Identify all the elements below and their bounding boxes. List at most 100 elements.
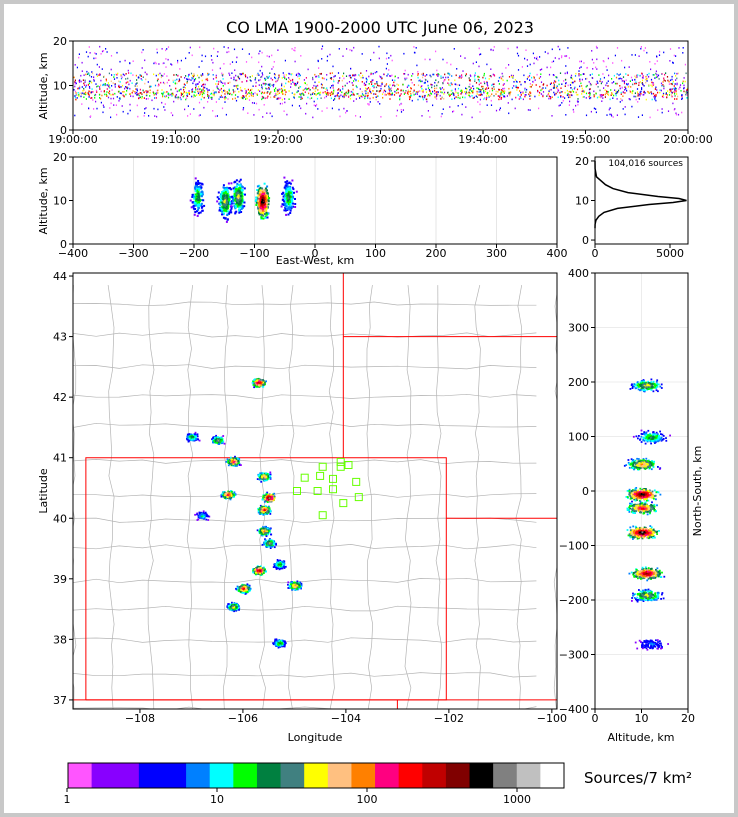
source-point bbox=[320, 72, 322, 75]
source-point bbox=[662, 81, 664, 83]
source-point bbox=[211, 96, 213, 99]
source-point bbox=[114, 83, 116, 85]
source-point bbox=[561, 83, 563, 85]
source-point bbox=[473, 96, 475, 99]
source-point bbox=[670, 90, 672, 92]
source-point bbox=[121, 76, 123, 79]
source-point bbox=[102, 83, 104, 86]
source-point bbox=[145, 98, 147, 100]
source-point bbox=[651, 92, 653, 95]
source-point bbox=[579, 78, 581, 81]
source-point bbox=[683, 90, 685, 93]
source-point bbox=[326, 59, 328, 62]
source-point bbox=[671, 78, 673, 81]
source-point bbox=[391, 94, 393, 96]
source-point bbox=[84, 81, 86, 83]
source-point bbox=[654, 96, 656, 98]
source-point bbox=[281, 102, 283, 105]
source-point bbox=[426, 74, 428, 76]
map-source bbox=[260, 380, 263, 382]
source-point bbox=[580, 66, 582, 68]
source-point bbox=[271, 54, 273, 57]
source-point bbox=[535, 84, 537, 86]
source-point bbox=[230, 77, 232, 79]
source-point bbox=[297, 72, 299, 75]
source-point bbox=[639, 91, 641, 94]
source-point bbox=[585, 78, 587, 80]
ew-source bbox=[240, 189, 243, 191]
ew-source bbox=[228, 197, 231, 200]
source-point bbox=[567, 92, 569, 95]
source-point bbox=[684, 63, 686, 66]
source-point bbox=[545, 87, 547, 89]
source-point bbox=[537, 90, 539, 93]
source-point bbox=[199, 88, 201, 90]
source-point bbox=[344, 84, 346, 87]
source-point bbox=[472, 97, 474, 99]
ew-source bbox=[224, 217, 227, 220]
ew-source bbox=[291, 186, 294, 189]
source-point bbox=[441, 87, 443, 89]
source-point bbox=[266, 88, 268, 90]
source-point bbox=[631, 91, 633, 93]
source-point bbox=[620, 91, 622, 94]
source-point bbox=[177, 74, 179, 77]
source-point bbox=[331, 72, 333, 74]
source-point bbox=[619, 85, 621, 87]
ew-source bbox=[229, 196, 232, 198]
source-point bbox=[553, 85, 555, 88]
source-point bbox=[455, 91, 457, 94]
source-point bbox=[300, 92, 303, 95]
source-point bbox=[576, 88, 579, 91]
ew-source bbox=[281, 203, 284, 206]
ew-source bbox=[285, 182, 288, 185]
source-point bbox=[170, 112, 172, 114]
source-point bbox=[315, 94, 317, 96]
source-point bbox=[105, 78, 107, 81]
source-point bbox=[384, 85, 386, 88]
map-source bbox=[240, 464, 242, 466]
ew-source bbox=[263, 197, 266, 200]
source-point bbox=[128, 72, 130, 74]
ew-source bbox=[265, 213, 268, 216]
map-source bbox=[236, 464, 238, 467]
source-point bbox=[105, 79, 107, 82]
source-point bbox=[595, 111, 597, 114]
source-point bbox=[624, 92, 626, 94]
ew-source bbox=[238, 206, 241, 209]
map-source bbox=[223, 442, 226, 445]
source-point bbox=[284, 59, 286, 62]
source-point bbox=[365, 77, 367, 80]
source-point bbox=[671, 91, 673, 94]
source-point bbox=[259, 90, 261, 92]
map-source bbox=[212, 436, 215, 439]
map-source bbox=[221, 442, 223, 445]
source-point bbox=[434, 90, 436, 92]
source-point bbox=[313, 88, 315, 90]
source-point bbox=[393, 94, 396, 96]
source-point bbox=[225, 92, 227, 94]
source-point bbox=[315, 105, 317, 107]
source-point bbox=[297, 90, 299, 92]
source-point bbox=[430, 83, 432, 86]
source-point bbox=[300, 55, 302, 57]
source-point bbox=[100, 84, 102, 86]
source-point bbox=[376, 90, 378, 92]
source-point bbox=[621, 59, 623, 62]
source-point bbox=[650, 78, 653, 81]
source-point bbox=[91, 81, 93, 84]
source-count-annotation: 104,016 sources bbox=[608, 159, 683, 169]
source-point bbox=[643, 91, 645, 93]
source-point bbox=[490, 104, 493, 106]
ew-source bbox=[292, 205, 294, 208]
source-point bbox=[601, 81, 603, 83]
ew-source bbox=[197, 182, 200, 185]
source-point bbox=[137, 93, 139, 95]
source-point bbox=[94, 97, 96, 99]
source-point bbox=[549, 89, 551, 91]
map-source bbox=[230, 462, 233, 465]
source-point bbox=[650, 68, 652, 71]
source-point bbox=[125, 78, 127, 80]
source-point bbox=[213, 92, 215, 94]
source-point bbox=[366, 88, 368, 90]
